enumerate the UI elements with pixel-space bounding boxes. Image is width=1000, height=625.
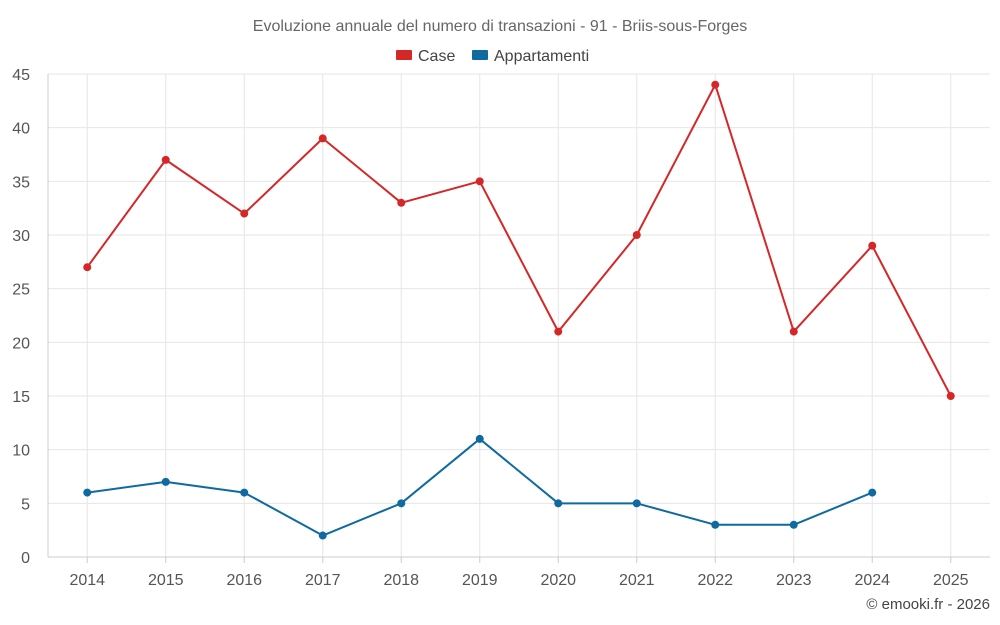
legend-label-case[interactable]: Case [418, 48, 455, 65]
y-tick-label: 0 [21, 550, 30, 567]
y-tick-label: 20 [12, 335, 30, 352]
y-tick-label: 40 [12, 121, 30, 138]
y-tick-label: 10 [12, 443, 30, 460]
x-tick-label: 2021 [619, 572, 655, 589]
data-point-appartamenti[interactable]: Appartamenti 2014: 6 [83, 489, 91, 497]
data-point-case[interactable]: Case 2025: 15 [947, 392, 955, 400]
data-point-appartamenti[interactable]: Appartamenti 2023: 3 [790, 521, 798, 529]
data-point-appartamenti[interactable]: Appartamenti 2018: 5 [397, 499, 405, 507]
series: Case 2014: 27 Case 2015: 37 Case 2016: 32 C… [83, 81, 955, 540]
data-point-appartamenti[interactable]: Appartamenti 2024: 6 [868, 489, 876, 497]
legend-swatch-appartamenti[interactable] [472, 50, 488, 60]
data-point-case[interactable]: Case 2022: 44 [711, 81, 719, 89]
x-tick-label: 2022 [697, 572, 733, 589]
x-tick-label: 2014 [69, 572, 105, 589]
data-point-case[interactable]: Case 2016: 32 [240, 210, 248, 218]
credit-text: © emooki.fr - 2026 [866, 596, 990, 613]
data-point-appartamenti[interactable]: Appartamenti 2015: 7 [162, 478, 170, 486]
data-point-case[interactable]: Case 2020: 21 [554, 328, 562, 336]
legend-swatch-case[interactable] [396, 50, 412, 60]
x-tick-label: 2018 [383, 572, 419, 589]
x-tick-label: 2017 [305, 572, 341, 589]
data-point-case[interactable]: Case 2023: 21 [790, 328, 798, 336]
data-point-appartamenti[interactable]: Appartamenti 2022: 3 [711, 521, 719, 529]
legend-label-appartamenti[interactable]: Appartamenti [494, 48, 589, 65]
data-point-case[interactable]: Case 2024: 29 [868, 242, 876, 250]
data-point-case[interactable]: Case 2019: 35 [476, 177, 484, 185]
x-tick-label: 2025 [933, 572, 969, 589]
data-point-case[interactable]: Case 2018: 33 [397, 199, 405, 207]
data-point-appartamenti[interactable]: Appartamenti 2019: 11 [476, 435, 484, 443]
data-point-appartamenti[interactable]: Appartamenti 2016: 6 [240, 489, 248, 497]
data-point-appartamenti[interactable]: Appartamenti 2017: 2 [319, 532, 327, 540]
series-line-case [87, 85, 951, 396]
x-tick-label: 2023 [776, 572, 812, 589]
y-tick-label: 15 [12, 389, 30, 406]
y-tick-label: 5 [21, 496, 30, 513]
x-tick-label: 2015 [148, 572, 184, 589]
data-point-case[interactable]: Case 2014: 27 [83, 263, 91, 271]
x-tick-label: 2019 [462, 572, 498, 589]
x-tick-label: 2024 [854, 572, 890, 589]
line-chart: Evoluzione annuale del numero di transaz… [0, 0, 1000, 625]
legend: Case Appartamenti [396, 48, 589, 65]
x-tick-label: 2016 [226, 572, 262, 589]
data-point-case[interactable]: Case 2015: 37 [162, 156, 170, 164]
y-tick-label: 45 [12, 67, 30, 84]
y-tick-label: 25 [12, 282, 30, 299]
chart-title: Evoluzione annuale del numero di transaz… [253, 18, 747, 35]
data-point-case[interactable]: Case 2021: 30 [633, 231, 641, 239]
data-point-appartamenti[interactable]: Appartamenti 2020: 5 [554, 499, 562, 507]
y-tick-label: 30 [12, 228, 30, 245]
x-tick-label: 2020 [540, 572, 576, 589]
y-tick-label: 35 [12, 174, 30, 191]
data-point-case[interactable]: Case 2017: 39 [319, 134, 327, 142]
data-point-appartamenti[interactable]: Appartamenti 2021: 5 [633, 499, 641, 507]
